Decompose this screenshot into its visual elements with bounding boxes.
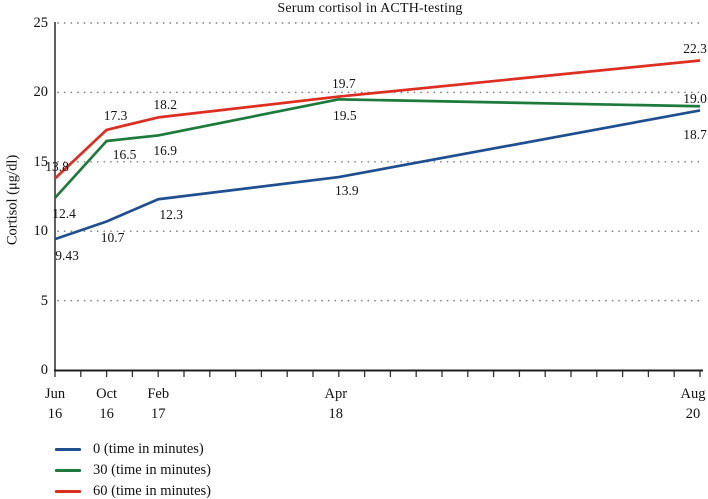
point-value-label: 13.8 [45,159,69,175]
point-value-label: 17.3 [103,107,128,123]
x-tick-year: 17 [150,406,166,422]
point-value-label: 18.2 [153,97,177,113]
y-tick-label: 25 [33,15,49,31]
legend-label: 30 (time in minutes) [93,462,211,478]
point-value-label: 19.5 [332,108,357,124]
legend-line-swatch [55,469,81,472]
x-tick-year: 18 [328,406,344,422]
x-tick-label: Jun 16 [23,384,87,424]
series-line [54,109,701,241]
legend-line-swatch [55,448,81,451]
x-tick-label: Feb 17 [126,384,190,424]
x-tick-month: Apr [324,386,348,402]
legend-line-swatch [55,490,81,493]
x-tick-month: Aug [680,386,706,402]
x-tick-label: Oct 16 [75,384,139,424]
point-value-label: 19.7 [331,75,356,91]
y-tick-label: 15 [33,153,49,170]
point-value-label: 12.3 [159,207,183,223]
point-value-label: 19.0 [683,91,707,107]
legend-label: 0 (time in minutes) [93,441,204,457]
point-value-label: 18.7 [683,127,707,143]
point-value-label: 22.3 [683,41,707,57]
legend: 0 (time in minutes) 30 (time in minutes) 6… [55,439,211,499]
legend-row: 60 (time in minutes) [55,481,211,499]
legend-row: 0 (time in minutes) [55,439,211,460]
point-value-label: 10.7 [100,230,125,246]
x-tick-year: 16 [99,406,114,422]
x-tick-label: Apr 18 [304,384,368,424]
series-line [53,97,701,199]
x-tick-year: 16 [47,406,63,422]
x-tick-label: Aug 20 [661,384,708,424]
x-tick-month: Jun [44,386,66,402]
point-value-label: 12.4 [52,205,76,221]
x-tick-month: Feb [147,386,170,402]
legend-label: 60 (time in minutes) [93,483,211,499]
point-value-label: 13.9 [334,183,359,199]
x-tick-month: Oct [96,386,118,402]
chart-title: Serum cortisol in ACTH-testing [277,1,463,16]
point-value-label: 16.9 [153,143,177,159]
point-value-label: 9.43 [55,248,79,264]
legend-row: 30 (time in minutes) [55,460,211,481]
y-tick-label: 5 [40,292,48,309]
x-tick-year: 20 [685,406,701,422]
y-tick-label: 0 [40,362,48,378]
y-tick-label: 10 [33,223,49,240]
y-tick-label: 20 [33,84,49,101]
series-line [54,59,701,180]
point-value-label: 16.5 [112,146,137,162]
